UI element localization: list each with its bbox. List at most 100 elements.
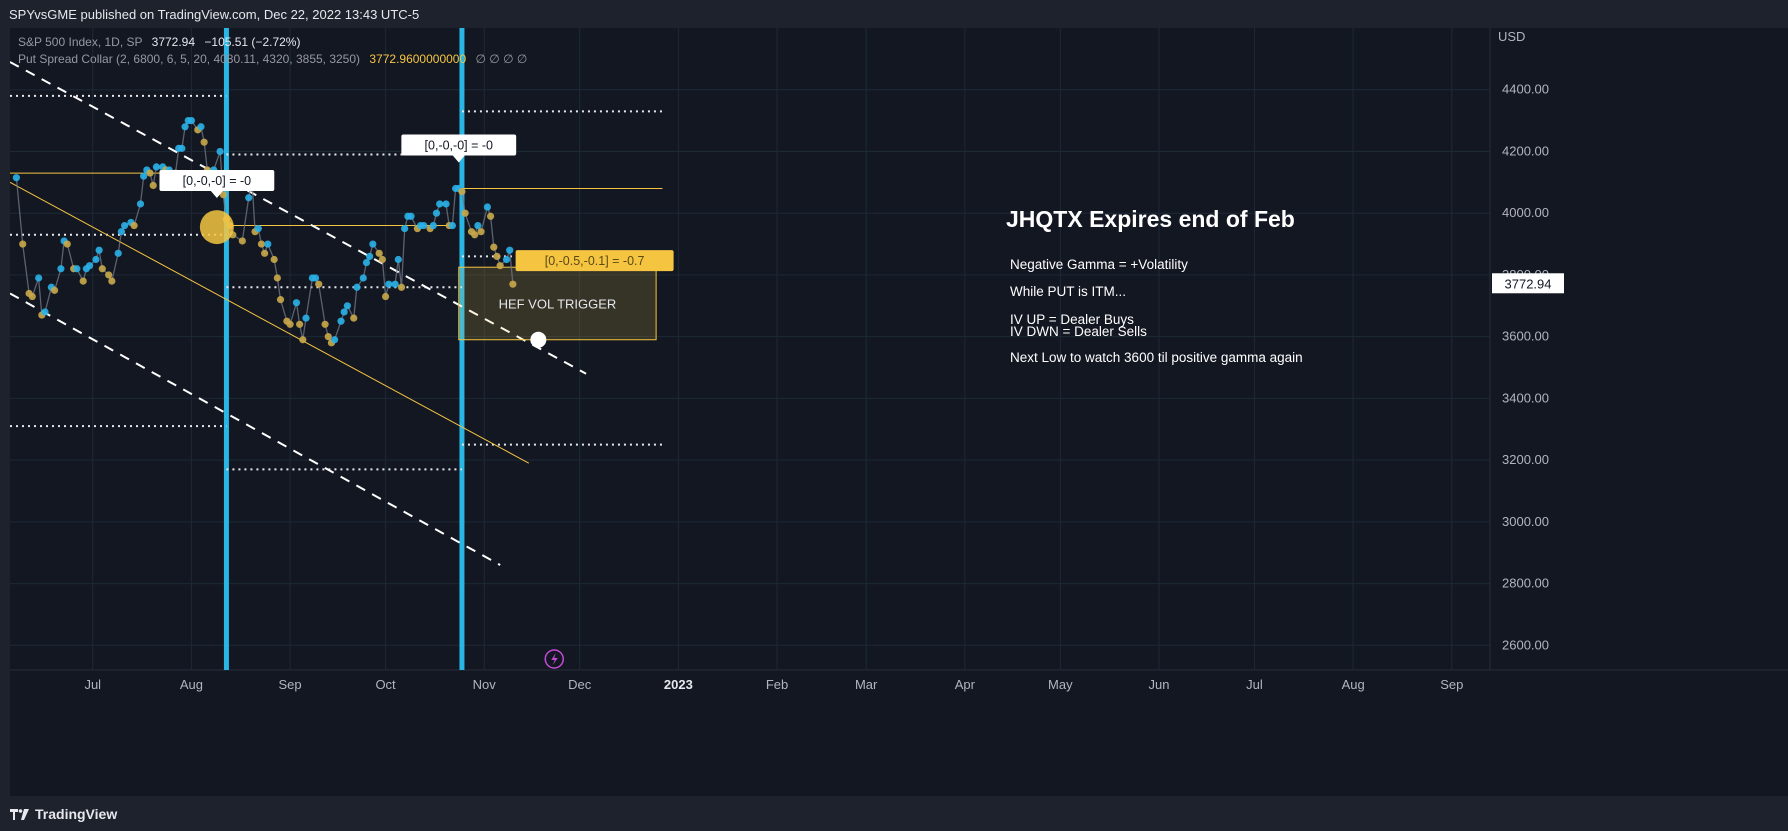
price-point[interactable] [254,225,262,233]
trend-line[interactable] [9,181,530,464]
price-point[interactable] [366,252,374,261]
event-lightning-icon[interactable] [544,649,565,669]
price-point[interactable] [264,240,272,248]
symbol-legend[interactable]: S&P 500 Index, 1D, SP 3772.94 −105.51 (−… [18,35,300,49]
price-point[interactable] [12,174,20,182]
price-point[interactable] [181,123,189,131]
price-point[interactable] [98,265,106,273]
price-point[interactable] [117,228,125,236]
price-point[interactable] [136,200,145,208]
price-point[interactable] [315,280,323,288]
price-point[interactable] [105,271,113,279]
price-point[interactable] [238,237,246,245]
price-point[interactable] [257,240,266,248]
price-point[interactable] [321,320,329,328]
price-point[interactable] [401,225,409,233]
price-point[interactable] [436,200,444,208]
price-point[interactable] [79,277,87,285]
price-point[interactable] [299,336,307,344]
price-point[interactable] [286,320,294,328]
channel-line[interactable] [9,292,501,566]
price-point[interactable] [19,240,27,248]
callout-label[interactable]: [0,-0.5,-0.1] = -0.7 [515,250,674,272]
price-point[interactable] [359,274,367,282]
price-point[interactable] [292,299,301,307]
price-point[interactable] [496,262,504,270]
price-point[interactable] [261,249,269,257]
price-point[interactable] [108,277,116,285]
price-point[interactable] [216,147,224,156]
price-point[interactable] [200,138,208,146]
price-point[interactable] [130,221,138,230]
callout-label[interactable]: [0,-0,-0] = -0 [159,170,275,199]
target-marker[interactable] [530,331,547,348]
price-point[interactable] [296,320,304,328]
price-point[interactable] [50,286,59,294]
price-point[interactable] [429,221,437,230]
price-point[interactable] [474,221,482,230]
price-point[interactable] [197,123,205,131]
price-point[interactable] [331,336,339,344]
indicator-legend[interactable]: Put Spread Collar (2, 6800, 6, 5, 20, 40… [18,52,527,66]
price-point[interactable] [471,231,479,239]
price-point[interactable] [458,187,466,196]
callout-label[interactable]: [0,-0,-0] = -0 [401,134,517,163]
time-axis-background[interactable] [10,670,1788,796]
price-point[interactable] [394,255,402,264]
price-point[interactable] [114,249,122,257]
price-point[interactable] [63,240,71,248]
price-point[interactable] [187,116,196,125]
price-point[interactable] [152,163,161,171]
price-point[interactable] [362,258,371,267]
signal-marker[interactable] [199,210,234,245]
price-point[interactable] [506,246,514,254]
price-point[interactable] [57,265,65,273]
channel-line[interactable] [9,61,587,375]
price-point[interactable] [92,255,100,264]
price-point[interactable] [85,262,94,270]
price-point[interactable] [146,169,154,177]
price-point[interactable] [41,308,49,316]
price-point[interactable] [120,221,129,230]
price-point[interactable] [350,314,358,322]
price-point[interactable] [270,255,278,264]
price-point[interactable] [483,203,492,211]
trigger-box[interactable] [458,266,657,341]
price-point[interactable] [35,274,43,282]
price-point[interactable] [493,252,501,261]
price-point[interactable] [178,144,186,152]
price-point[interactable] [302,314,310,322]
price-chart[interactable]: 4400.004200.004000.003800.003600.003400.… [9,28,1788,796]
price-point[interactable] [276,296,285,304]
price-point[interactable] [448,221,457,230]
price-point[interactable] [509,280,517,288]
price-point[interactable] [381,292,390,301]
price-point[interactable] [245,194,253,202]
price-point[interactable] [397,283,406,291]
price-point[interactable] [311,274,320,282]
price-point[interactable] [490,243,498,251]
price-point[interactable] [219,191,227,199]
price-point[interactable] [420,221,428,230]
price-point[interactable] [353,283,361,291]
price-point[interactable] [343,302,351,310]
price-point[interactable] [477,228,485,236]
price-point[interactable] [340,308,348,316]
price-point[interactable] [378,255,386,264]
price-point[interactable] [391,280,399,288]
tradingview-logo[interactable]: TradingView [10,806,117,822]
price-point[interactable] [28,292,36,301]
price-point[interactable] [337,317,345,325]
plot-background[interactable] [10,28,1490,670]
price-point[interactable] [407,212,415,220]
price-point[interactable] [375,249,383,257]
price-point[interactable] [149,181,157,190]
price-point[interactable] [369,240,377,248]
price-point[interactable] [140,172,148,180]
price-point[interactable] [502,255,511,264]
price-point[interactable] [461,209,469,217]
price-point[interactable] [273,274,281,282]
price-point[interactable] [442,200,450,208]
price-point[interactable] [324,333,332,341]
price-point[interactable] [487,212,495,220]
